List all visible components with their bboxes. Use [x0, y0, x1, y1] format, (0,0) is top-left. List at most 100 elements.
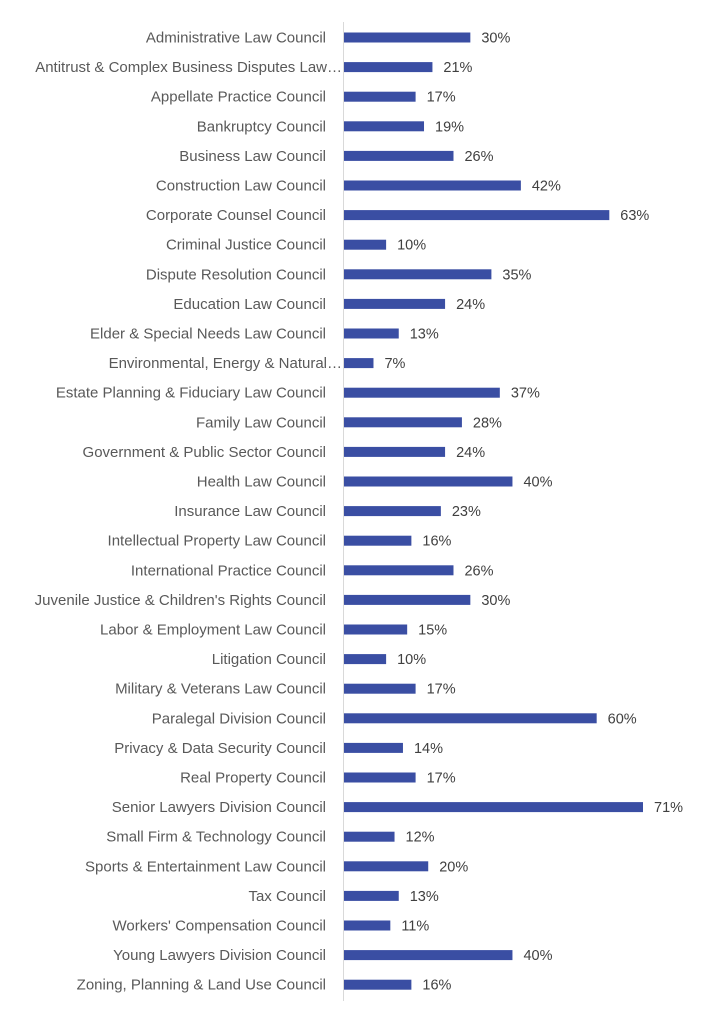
bar — [344, 239, 387, 250]
data-label: 10% — [397, 652, 426, 668]
data-label: 19% — [435, 119, 464, 135]
bar — [344, 121, 425, 132]
data-label: 63% — [620, 208, 649, 224]
bar — [344, 979, 412, 990]
bar — [344, 269, 492, 280]
data-label: 16% — [422, 534, 451, 550]
bar — [344, 210, 610, 221]
category-label: Business Law Council — [179, 148, 326, 165]
category-label: Elder & Special Needs Law Council — [90, 326, 326, 343]
data-label: 13% — [410, 889, 439, 905]
bar — [344, 387, 500, 398]
bar — [344, 446, 446, 457]
category-label: Real Property Council — [180, 770, 326, 787]
bar — [344, 358, 374, 369]
bars-layer: Administrative Law Council 30% Antitrust &… — [35, 30, 683, 994]
data-label: 16% — [422, 978, 451, 994]
category-label: Sports & Entertainment Law Council — [85, 858, 326, 875]
bar — [344, 654, 387, 665]
category-label: Privacy & Data Security Council — [114, 740, 326, 757]
category-label: Construction Law Council — [156, 178, 326, 195]
bar — [344, 624, 408, 635]
bar — [344, 328, 399, 339]
category-label: Juvenile Justice & Children's Rights Cou… — [35, 592, 326, 609]
category-label: Tax Council — [248, 888, 326, 905]
bar — [344, 772, 416, 783]
data-label: 35% — [502, 267, 531, 283]
category-label: Intellectual Property Law Council — [108, 533, 326, 550]
bar — [344, 417, 462, 428]
bar — [344, 683, 416, 694]
bar — [344, 91, 416, 102]
category-label: Education Law Council — [173, 296, 326, 313]
bar — [344, 861, 429, 872]
data-label: 40% — [523, 948, 552, 964]
category-label: Litigation Council — [212, 651, 326, 668]
data-label: 71% — [654, 800, 683, 816]
category-label: Environmental, Energy & Natural… — [109, 355, 342, 372]
category-label: Young Lawyers Division Council — [113, 947, 326, 964]
bar — [344, 298, 446, 309]
bar — [344, 535, 412, 546]
data-label: 11% — [401, 919, 429, 935]
data-label: 26% — [464, 149, 493, 165]
data-label: 60% — [608, 711, 637, 727]
category-label: Appellate Practice Council — [151, 89, 326, 106]
category-label: Criminal Justice Council — [166, 237, 326, 254]
category-label: Health Law Council — [197, 474, 326, 491]
data-label: 7% — [384, 356, 405, 372]
category-label: International Practice Council — [131, 562, 326, 579]
data-label: 21% — [443, 60, 472, 76]
bar — [344, 150, 454, 161]
category-label: Labor & Employment Law Council — [100, 622, 326, 639]
bar — [344, 920, 391, 931]
category-label: Government & Public Sector Council — [83, 444, 326, 461]
bar — [344, 713, 597, 724]
bar — [344, 742, 403, 753]
category-label: Antitrust & Complex Business Disputes La… — [35, 59, 342, 76]
category-label: Paralegal Division Council — [152, 710, 326, 727]
data-label: 24% — [456, 445, 485, 461]
bar — [344, 32, 471, 43]
data-label: 20% — [439, 859, 468, 875]
category-label: Zoning, Planning & Land Use Council — [77, 977, 326, 994]
data-label: 40% — [523, 475, 552, 491]
data-label: 26% — [464, 563, 493, 579]
bar — [344, 950, 513, 961]
bar — [344, 506, 441, 517]
data-label: 17% — [427, 682, 456, 698]
category-label: Administrative Law Council — [146, 30, 326, 47]
data-label: 15% — [418, 623, 447, 639]
category-label: Estate Planning & Fiduciary Law Council — [56, 385, 326, 402]
data-label: 30% — [481, 593, 510, 609]
bar — [344, 802, 643, 813]
category-label: Workers' Compensation Council — [112, 918, 326, 935]
bar — [344, 594, 471, 605]
category-label: Family Law Council — [196, 414, 326, 431]
bar — [344, 831, 395, 842]
data-label: 10% — [397, 238, 426, 254]
bar — [344, 62, 433, 73]
bar — [344, 565, 454, 576]
data-label: 37% — [511, 386, 540, 402]
data-label: 28% — [473, 415, 502, 431]
bar — [344, 476, 513, 487]
category-label: Military & Veterans Law Council — [115, 681, 326, 698]
data-label: 12% — [406, 830, 435, 846]
category-label: Corporate Counsel Council — [146, 207, 326, 224]
category-label: Insurance Law Council — [174, 503, 326, 520]
data-label: 17% — [427, 771, 456, 787]
category-label: Bankruptcy Council — [197, 118, 326, 135]
data-label: 24% — [456, 297, 485, 313]
category-label: Dispute Resolution Council — [146, 266, 326, 283]
bar — [344, 890, 399, 901]
data-label: 17% — [427, 90, 456, 106]
bar — [344, 180, 521, 191]
category-label: Senior Lawyers Division Council — [112, 799, 326, 816]
data-label: 23% — [452, 504, 481, 520]
category-label: Small Firm & Technology Council — [106, 829, 326, 846]
data-label: 42% — [532, 179, 561, 195]
data-label: 13% — [410, 327, 439, 343]
data-label: 14% — [414, 741, 443, 757]
